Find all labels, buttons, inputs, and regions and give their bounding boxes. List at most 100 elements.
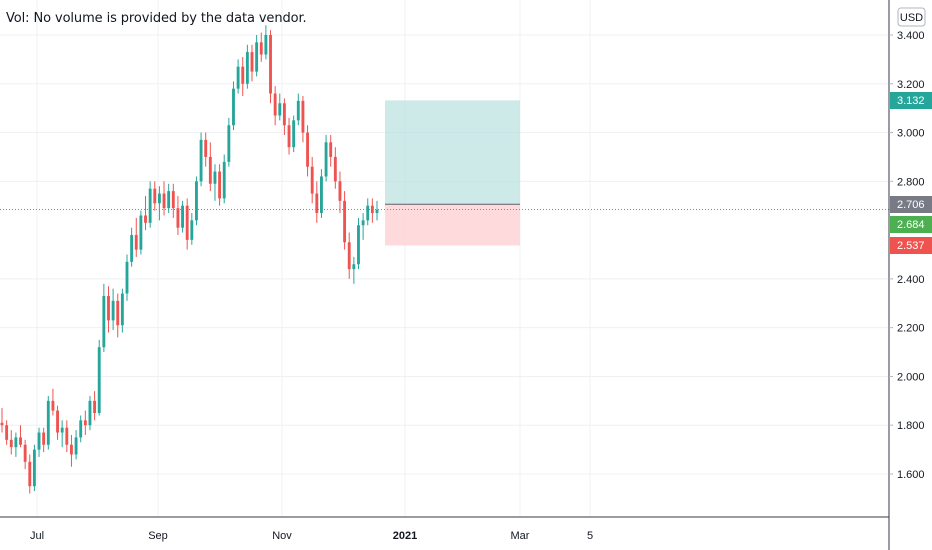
candle bbox=[79, 415, 83, 443]
profit-zone[interactable] bbox=[385, 100, 520, 205]
candle bbox=[296, 93, 300, 126]
candle bbox=[32, 444, 36, 492]
candle bbox=[56, 405, 59, 440]
candle bbox=[153, 181, 157, 211]
y-tick-label: 3.400 bbox=[897, 30, 925, 42]
candle bbox=[46, 395, 50, 450]
candle bbox=[222, 154, 226, 204]
candle bbox=[42, 427, 46, 453]
candle bbox=[144, 195, 147, 231]
y-tick-label: 1.600 bbox=[897, 469, 925, 481]
candle bbox=[185, 198, 189, 250]
candle bbox=[116, 293, 120, 338]
candle bbox=[232, 81, 235, 131]
y-tick-label: 2.800 bbox=[897, 176, 925, 188]
candle bbox=[366, 198, 370, 226]
candle bbox=[167, 183, 171, 214]
stop-price-badge: 2.537 bbox=[890, 237, 932, 254]
y-tick-label: 3.200 bbox=[897, 79, 925, 91]
candle bbox=[259, 32, 263, 62]
price-axis[interactable]: 3.400 3.200 3.000 2.800 2.400 2.200 2.000 1.800… bbox=[889, 30, 925, 481]
target-price-badge: 3.132 bbox=[890, 92, 932, 109]
candle bbox=[14, 432, 18, 457]
time-axis[interactable]: Jul Sep Nov 2021 Mar 5 bbox=[30, 530, 593, 542]
candle bbox=[130, 227, 134, 267]
candle bbox=[28, 454, 32, 494]
candle bbox=[310, 156, 314, 204]
candle bbox=[245, 44, 249, 89]
price-badges: 3.132 2.706 2.684 2.537 bbox=[890, 92, 932, 254]
candle bbox=[292, 115, 296, 153]
candle bbox=[171, 183, 175, 218]
candle bbox=[102, 283, 106, 353]
candle bbox=[107, 286, 110, 333]
candle bbox=[320, 169, 323, 218]
candle bbox=[65, 420, 69, 453]
volume-note: Vol: No volume is provided by the data v… bbox=[6, 11, 307, 26]
candle bbox=[195, 176, 198, 226]
candle bbox=[269, 30, 272, 104]
candlestick-series bbox=[0, 25, 379, 494]
svg-text:2.684: 2.684 bbox=[897, 219, 925, 231]
svg-text:2.706: 2.706 bbox=[897, 199, 925, 211]
candle bbox=[236, 59, 240, 94]
long-position-tool[interactable] bbox=[385, 100, 520, 246]
candle bbox=[264, 25, 268, 60]
candle bbox=[255, 35, 259, 77]
candle bbox=[370, 198, 374, 223]
candle bbox=[134, 217, 138, 257]
x-tick-label: Nov bbox=[272, 530, 292, 542]
candle bbox=[213, 164, 217, 201]
candle bbox=[343, 191, 347, 250]
candle bbox=[83, 410, 87, 435]
candle bbox=[287, 117, 291, 155]
loss-zone[interactable] bbox=[385, 204, 520, 246]
candle bbox=[250, 44, 254, 82]
candle bbox=[347, 232, 351, 279]
candle bbox=[338, 171, 342, 214]
candle bbox=[181, 200, 184, 233]
candle bbox=[324, 134, 328, 182]
y-tick-label: 2.400 bbox=[897, 274, 925, 286]
candle bbox=[111, 288, 115, 331]
x-tick-label: 5 bbox=[587, 530, 593, 542]
candle bbox=[125, 254, 129, 301]
currency-button[interactable]: USD bbox=[897, 7, 926, 27]
candle bbox=[93, 391, 97, 421]
candle bbox=[204, 132, 208, 167]
candle bbox=[148, 181, 152, 228]
candle bbox=[361, 213, 365, 240]
grid bbox=[0, 0, 889, 517]
candle bbox=[273, 86, 277, 126]
candle bbox=[315, 181, 319, 223]
candle bbox=[227, 117, 231, 167]
y-tick-label: 1.800 bbox=[897, 420, 925, 432]
candle bbox=[176, 195, 180, 235]
candle bbox=[282, 98, 286, 135]
candle bbox=[9, 430, 13, 455]
candle bbox=[375, 200, 379, 221]
svg-text:3.132: 3.132 bbox=[897, 95, 925, 107]
candle bbox=[74, 430, 78, 460]
currency-label[interactable]: USD bbox=[900, 12, 923, 24]
candle bbox=[51, 388, 55, 416]
candle bbox=[60, 420, 64, 448]
y-tick-label: 3.000 bbox=[897, 128, 925, 140]
candle bbox=[199, 132, 203, 187]
candle bbox=[97, 339, 101, 416]
candle bbox=[23, 439, 27, 470]
candle bbox=[139, 210, 143, 255]
candle bbox=[278, 93, 282, 121]
y-tick-label: 2.000 bbox=[897, 371, 925, 383]
candle bbox=[306, 125, 309, 177]
candle bbox=[208, 142, 212, 192]
candle bbox=[120, 288, 124, 333]
candle bbox=[329, 134, 333, 167]
candle bbox=[19, 425, 22, 448]
candle bbox=[301, 95, 305, 143]
candle bbox=[352, 256, 356, 284]
candle bbox=[88, 395, 92, 431]
candle bbox=[190, 213, 194, 245]
